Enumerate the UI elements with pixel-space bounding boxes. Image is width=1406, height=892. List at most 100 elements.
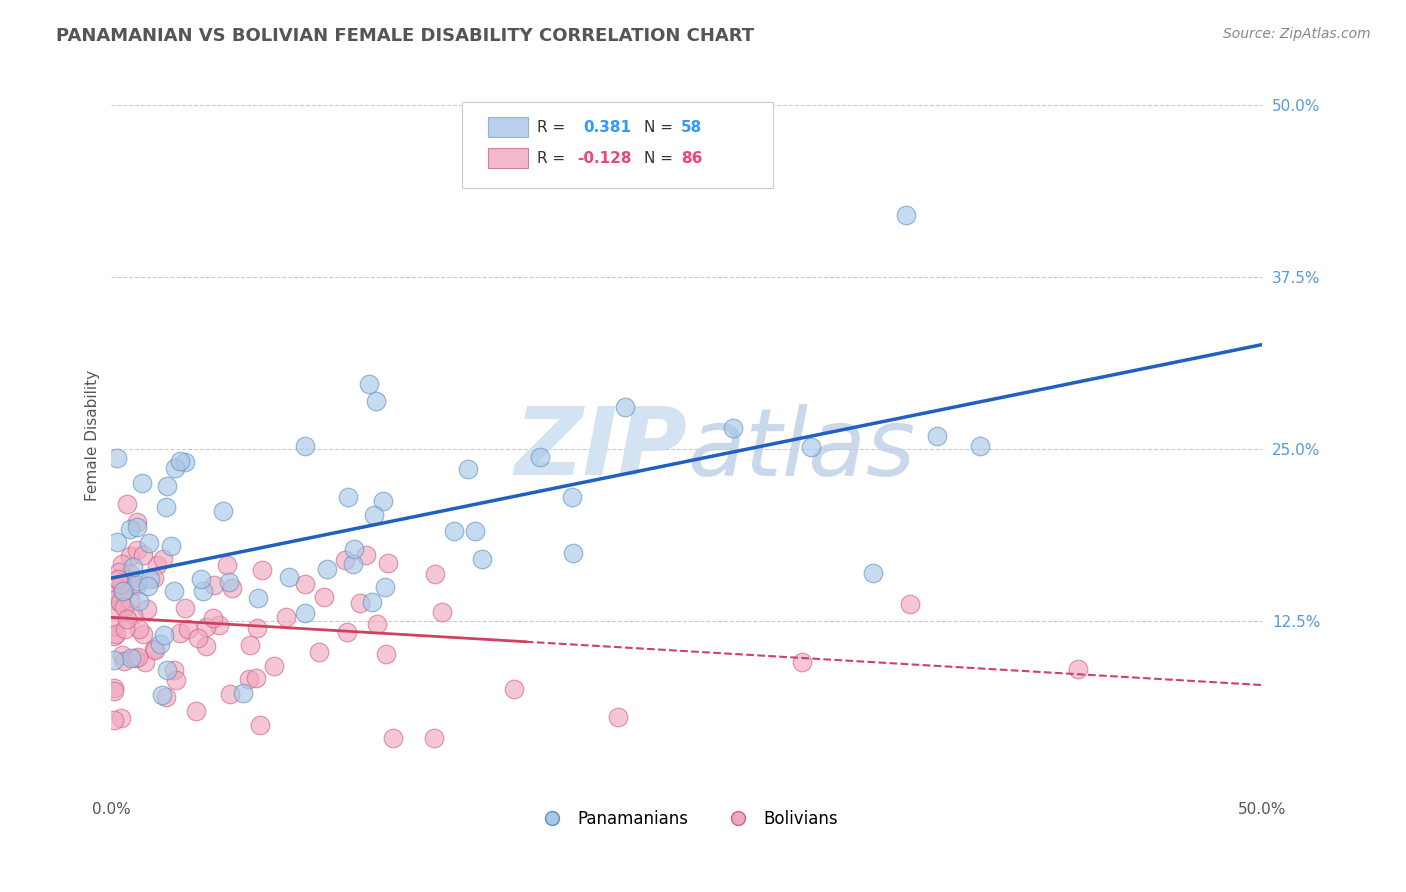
Point [294,439,316,453]
Point [336,624,359,639]
Point [561,490,583,504]
Point [103,592,125,607]
Point [120,593,142,607]
FancyBboxPatch shape [488,148,529,169]
FancyBboxPatch shape [488,117,529,136]
Point [174,455,197,469]
Point [316,561,339,575]
Point [103,684,125,698]
Point [366,393,388,408]
Point [239,638,262,652]
Point [195,639,218,653]
Y-axis label: Female Disability: Female Disability [86,369,100,500]
Point [134,655,156,669]
Point [238,673,260,687]
Point [217,558,239,572]
Point [969,439,991,453]
Point [146,558,169,573]
Point [156,479,179,493]
Point [120,574,142,588]
Point [529,450,551,465]
Point [155,690,177,704]
Point [132,548,155,562]
Point [139,572,162,586]
Point [349,596,371,610]
Point [111,558,134,572]
Text: N =: N = [644,120,673,135]
Point [190,572,212,586]
Point [160,539,183,553]
Point [108,565,131,579]
Point [131,626,153,640]
Point [425,567,447,582]
Point [173,601,195,615]
Text: 86: 86 [681,152,703,167]
Point [128,622,150,636]
Point [104,626,127,640]
Point [155,500,177,515]
Point [246,621,269,635]
Point [115,612,138,626]
Point [138,536,160,550]
Point [165,461,187,475]
Point [606,710,628,724]
Point [104,603,127,617]
Text: ZIP: ZIP [515,403,688,495]
Point [249,718,271,732]
Point [862,566,884,580]
Point [111,583,134,598]
Point [375,648,398,662]
Point [136,579,159,593]
Point [422,731,444,745]
Point [191,583,214,598]
Point [232,686,254,700]
Point [103,681,125,696]
Point [127,577,149,591]
Point [186,704,208,718]
Point [163,583,186,598]
Point [103,629,125,643]
Point [354,549,377,563]
Point [105,450,128,465]
Point [124,650,146,665]
Text: 58: 58 [681,120,703,135]
Point [112,599,135,614]
Point [135,602,157,616]
Point [186,631,208,645]
Point [276,610,298,624]
Point [108,594,131,608]
Point [127,520,149,534]
Point [613,400,636,414]
Point [118,549,141,563]
Text: 0.381: 0.381 [583,120,631,135]
Point [371,494,394,508]
Point [145,643,167,657]
Point [195,619,218,633]
Point [277,570,299,584]
Point [894,208,917,222]
Point [103,618,125,632]
Point [721,421,744,435]
Point [152,628,174,642]
Point [125,515,148,529]
Point [221,582,243,596]
Point [165,673,187,688]
Point [443,524,465,538]
Point [122,607,145,622]
Point [250,563,273,577]
Point [111,583,134,598]
Point [169,625,191,640]
Point [117,497,139,511]
Point [342,557,364,571]
Point [343,542,366,557]
Point [312,591,335,605]
Point [103,653,125,667]
Point [112,654,135,668]
Point [103,588,125,602]
Text: Source: ZipAtlas.com: Source: ZipAtlas.com [1223,27,1371,41]
Point [212,503,235,517]
Point [111,648,134,662]
Point [218,575,240,590]
Point [1067,662,1090,676]
Point [118,522,141,536]
